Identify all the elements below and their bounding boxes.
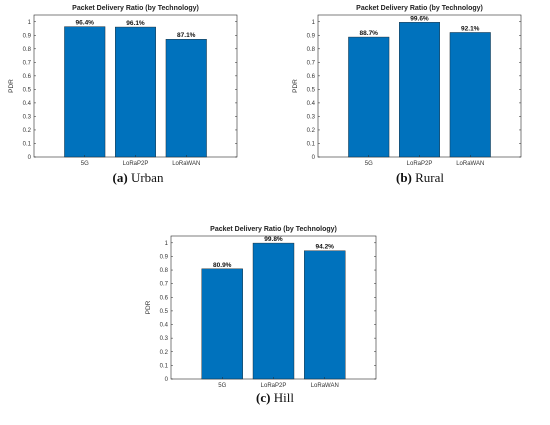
y-tick-label: 0.3 xyxy=(160,336,169,342)
bar-LoRaP2P xyxy=(399,22,441,158)
y-tick-label: 0.1 xyxy=(23,141,32,147)
x-tick-label: LoRaWAN xyxy=(456,161,484,167)
y-tick-label: 0.2 xyxy=(307,128,316,134)
x-tick-label: LoRaP2P xyxy=(123,161,149,167)
y-tick-label: 1 xyxy=(165,241,169,247)
y-tick-label: 0.6 xyxy=(160,295,169,301)
y-tick-label: 1 xyxy=(28,20,32,26)
bar-value-label: 92.1% xyxy=(461,25,480,32)
y-tick-label: 0.3 xyxy=(307,114,316,120)
y-tick-label: 0 xyxy=(312,155,316,161)
bar-5G xyxy=(64,26,106,158)
caption-letter: (c) xyxy=(256,390,271,405)
y-tick-label: 0.8 xyxy=(307,47,316,53)
x-tick-label: LoRaWAN xyxy=(172,161,200,167)
bar-5G xyxy=(348,36,390,158)
caption-letter: (b) xyxy=(395,170,412,185)
y-tick-label: 0.4 xyxy=(307,101,316,107)
y-tick-label: 0.3 xyxy=(23,114,32,120)
bar-value-label: 96.4% xyxy=(76,20,95,27)
x-tick-label: LoRaP2P xyxy=(261,383,287,389)
caption-text: Hill xyxy=(273,390,294,405)
bar-value-label: 96.1% xyxy=(126,20,145,27)
y-tick-label: 0.8 xyxy=(23,47,32,53)
y-tick-label: 0.5 xyxy=(160,309,169,315)
chart-title: Packet Delivery Ratio (by Technology) xyxy=(72,5,199,12)
y-tick-label: 0.7 xyxy=(23,60,32,66)
x-tick-label: LoRaWAN xyxy=(311,383,339,389)
bar-LoRaWAN xyxy=(449,32,491,158)
y-tick-label: 0.6 xyxy=(307,74,316,80)
chart-title: Packet Delivery Ratio (by Technology) xyxy=(210,226,337,233)
bar-5G xyxy=(201,268,243,380)
y-tick-label: 0.9 xyxy=(307,33,316,39)
y-tick-label: 0.5 xyxy=(307,87,316,93)
y-tick-label: 0.1 xyxy=(307,141,316,147)
y-tick-label: 0.6 xyxy=(23,74,32,80)
bar-value-label: 87.1% xyxy=(177,32,196,39)
caption-text: Urban xyxy=(130,170,164,185)
caption-text: Rural xyxy=(415,170,445,185)
chart-title: Packet Delivery Ratio (by Technology) xyxy=(356,5,483,12)
bar-value-label: 88.7% xyxy=(360,30,379,37)
y-tick-label: 0.7 xyxy=(160,282,169,288)
y-tick-label: 0 xyxy=(165,377,169,383)
y-axis-label: PDR xyxy=(8,79,15,93)
bar-LoRaWAN xyxy=(304,250,346,380)
x-tick-label: 5G xyxy=(81,161,89,167)
y-axis-label: PDR xyxy=(292,79,299,93)
bar-value-label: 80.9% xyxy=(213,262,232,269)
x-tick-label: LoRaP2P xyxy=(407,161,433,167)
caption-urban: (a) Urban xyxy=(113,170,164,186)
bar-LoRaP2P xyxy=(252,242,295,380)
y-tick-label: 0.2 xyxy=(23,128,32,134)
bar-value-label: 99.8% xyxy=(264,236,283,243)
y-tick-label: 0.2 xyxy=(160,350,169,356)
x-tick-label: 5G xyxy=(218,383,226,389)
bar-value-label: 94.2% xyxy=(316,244,335,251)
caption-letter: (a) xyxy=(112,170,128,185)
y-tick-label: 0.9 xyxy=(23,33,32,39)
y-tick-label: 0.7 xyxy=(307,60,316,66)
bar-LoRaP2P xyxy=(114,26,156,158)
y-tick-label: 1 xyxy=(312,20,316,26)
x-tick-label: 5G xyxy=(365,161,373,167)
caption-rural: (b) Rural xyxy=(396,170,444,186)
y-tick-label: 0.4 xyxy=(160,323,169,329)
y-tick-label: 0.8 xyxy=(160,268,169,274)
y-tick-label: 0 xyxy=(28,155,32,161)
y-tick-label: 0.9 xyxy=(160,254,169,260)
bar-value-label: 99.6% xyxy=(410,15,429,22)
caption-hill: (c) Hill xyxy=(256,390,294,406)
y-axis-label: PDR xyxy=(145,300,152,314)
y-tick-label: 0.1 xyxy=(160,363,169,369)
y-tick-label: 0.5 xyxy=(23,87,32,93)
y-tick-label: 0.4 xyxy=(23,101,32,107)
